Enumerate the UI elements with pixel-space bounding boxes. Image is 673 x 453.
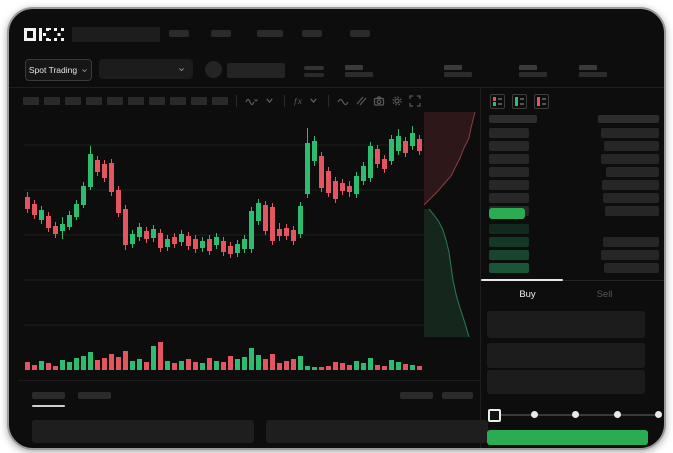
line-tool-icon[interactable] <box>337 94 350 107</box>
okx-logo <box>24 28 64 41</box>
timeframe-button-10[interactable] <box>212 96 228 105</box>
bid-row[interactable] <box>489 237 659 247</box>
slider-dot-25[interactable] <box>530 411 538 418</box>
fullscreen-icon[interactable] <box>409 94 422 107</box>
nav-item-4[interactable] <box>302 30 322 37</box>
bid-row[interactable] <box>489 250 659 260</box>
last-price-bar <box>489 208 525 219</box>
orders-action-2[interactable] <box>442 392 473 399</box>
camera-icon[interactable] <box>373 94 386 107</box>
orders-table-placeholder-2 <box>266 420 488 443</box>
depth-bids-area <box>424 209 469 337</box>
slider-dot-50[interactable] <box>572 411 579 418</box>
timeframe-button-2[interactable] <box>44 96 60 105</box>
price-line-placeholder <box>304 66 324 70</box>
orders-action-1[interactable] <box>400 392 433 399</box>
ask-row[interactable] <box>489 154 659 164</box>
book-view-asks-icon[interactable] <box>534 94 549 109</box>
timeframe-button-3[interactable] <box>65 96 81 105</box>
volume-chart <box>25 342 422 370</box>
buy-tab-underline <box>481 279 563 281</box>
timeframe-button-1[interactable] <box>23 96 39 105</box>
indicators-dropdown-icon[interactable] <box>307 94 320 107</box>
chart-toolbar: ƒx <box>23 94 422 107</box>
draw-tool-icon[interactable] <box>355 94 368 107</box>
order-book-panel: Buy Sell <box>480 87 664 448</box>
timeframe-button-7[interactable] <box>149 96 165 105</box>
timeframe-button-6[interactable] <box>128 96 144 105</box>
slider-dot-75[interactable] <box>613 411 621 418</box>
pair-avatar <box>205 61 222 78</box>
book-header-amount <box>598 115 659 123</box>
depth-asks-area <box>424 112 475 205</box>
pair-name-placeholder <box>227 63 285 78</box>
bid-row[interactable] <box>489 263 659 273</box>
ask-row[interactable] <box>489 141 659 151</box>
chevron-down-icon <box>82 68 88 72</box>
amount-slider[interactable] <box>488 409 662 422</box>
search-input[interactable] <box>72 27 160 42</box>
price-subline-placeholder <box>304 73 324 77</box>
book-view-all-icon[interactable] <box>490 94 505 109</box>
buy-button[interactable] <box>487 430 648 445</box>
tab-buy[interactable]: Buy <box>519 289 536 300</box>
slider-dot-100[interactable] <box>655 411 662 418</box>
market-type-label: Spot Trading <box>28 65 78 75</box>
ask-row[interactable] <box>489 180 659 190</box>
app-window: Spot Trading ƒx <box>7 7 666 450</box>
toolbar-divider <box>327 94 329 107</box>
header-divider <box>9 87 664 88</box>
nav-item-1[interactable] <box>169 30 189 37</box>
indicators-fx-icon[interactable]: ƒx <box>293 95 302 106</box>
candlestick-chart <box>24 126 424 326</box>
toolbar-divider <box>236 94 237 107</box>
chart-type-icon[interactable] <box>245 94 258 107</box>
ask-rows <box>489 128 659 216</box>
depth-bids-line <box>428 208 470 337</box>
total-field[interactable] <box>487 370 645 394</box>
ask-row[interactable] <box>489 193 659 203</box>
depth-chart <box>424 112 476 337</box>
ask-row[interactable] <box>489 128 659 138</box>
orders-panel <box>18 380 488 448</box>
nav-item-2[interactable] <box>211 30 231 37</box>
book-view-bids-icon[interactable] <box>512 94 527 109</box>
orders-tab-2[interactable] <box>78 392 111 399</box>
settings-gear-icon[interactable] <box>391 94 404 107</box>
orders-tab-underline <box>32 405 65 407</box>
chevron-down-icon <box>179 67 184 71</box>
timeframe-button-9[interactable] <box>191 96 207 105</box>
price-field[interactable] <box>487 311 645 338</box>
market-type-dropdown[interactable]: Spot Trading <box>25 59 92 81</box>
nav-item-5[interactable] <box>350 30 370 37</box>
amount-field[interactable] <box>487 343 645 368</box>
timeframe-button-4[interactable] <box>86 96 102 105</box>
orders-table-placeholder-1 <box>32 420 254 443</box>
nav-item-3[interactable] <box>257 30 283 37</box>
bid-rows <box>489 224 659 273</box>
pair-dropdown[interactable] <box>99 59 193 79</box>
book-header-price <box>489 115 537 123</box>
ask-row[interactable] <box>489 167 659 177</box>
form-divider <box>481 280 664 281</box>
timeframe-button-8[interactable] <box>170 96 186 105</box>
interval-dropdown-icon[interactable] <box>263 94 276 107</box>
timeframe-button-5[interactable] <box>107 96 123 105</box>
bid-row[interactable] <box>489 224 659 234</box>
toolbar-divider <box>284 94 285 107</box>
orders-tab-active[interactable] <box>32 392 65 399</box>
slider-handle[interactable] <box>488 409 501 422</box>
tab-sell[interactable]: Sell <box>596 289 613 300</box>
depth-asks-line <box>424 112 476 206</box>
